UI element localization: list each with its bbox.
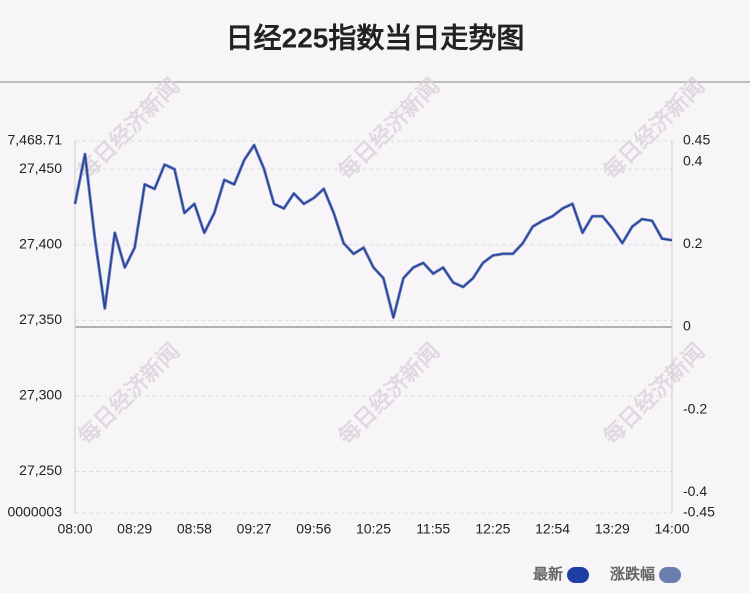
y2-tick-label: -0.4 — [683, 483, 707, 499]
y-tick-label: 27,300 — [19, 387, 62, 403]
y-tick-label: 27,400 — [19, 236, 62, 252]
x-tick-label: 08:00 — [57, 521, 92, 537]
y-tick-label: 27,350 — [19, 311, 62, 327]
legend-swatch — [567, 567, 590, 583]
y2-tick-label: 0.45 — [683, 132, 710, 148]
y-tick-label: 0000003 — [7, 504, 62, 520]
x-tick-label: 08:29 — [117, 521, 152, 537]
x-tick-label: 12:54 — [535, 521, 570, 537]
x-tick-label: 11:55 — [416, 521, 450, 537]
x-tick-label: 13:29 — [595, 521, 630, 537]
y-tick-label: 27,250 — [19, 462, 62, 478]
x-tick-label: 08:58 — [177, 521, 212, 537]
chart-title: 日经225指数当日走势图 — [226, 21, 525, 53]
plot: 7,468.7127,45027,40027,35027,30027,25000… — [7, 132, 715, 583]
y2-tick-label: 0.2 — [683, 235, 703, 251]
y2-tick-label: 0 — [683, 318, 691, 334]
y2-tick-label: 0.4 — [683, 152, 703, 168]
legend-swatch — [659, 567, 682, 583]
y2-tick-label: -0.2 — [683, 400, 707, 416]
x-tick-label: 10:25 — [356, 521, 391, 537]
legend-label: 涨跌幅 — [610, 565, 655, 583]
legend-label: 最新 — [533, 565, 563, 583]
x-tick-label: 09:27 — [237, 521, 272, 537]
x-tick-label: 12:25 — [475, 521, 510, 537]
x-tick-label: 14:00 — [654, 521, 689, 537]
series-line — [74, 144, 673, 318]
x-tick-label: 09:56 — [296, 521, 331, 537]
y-tick-label: 27,450 — [19, 160, 62, 176]
y-tick-label: 7,468.71 — [8, 132, 63, 148]
y2-tick-label: -0.45 — [683, 504, 715, 520]
